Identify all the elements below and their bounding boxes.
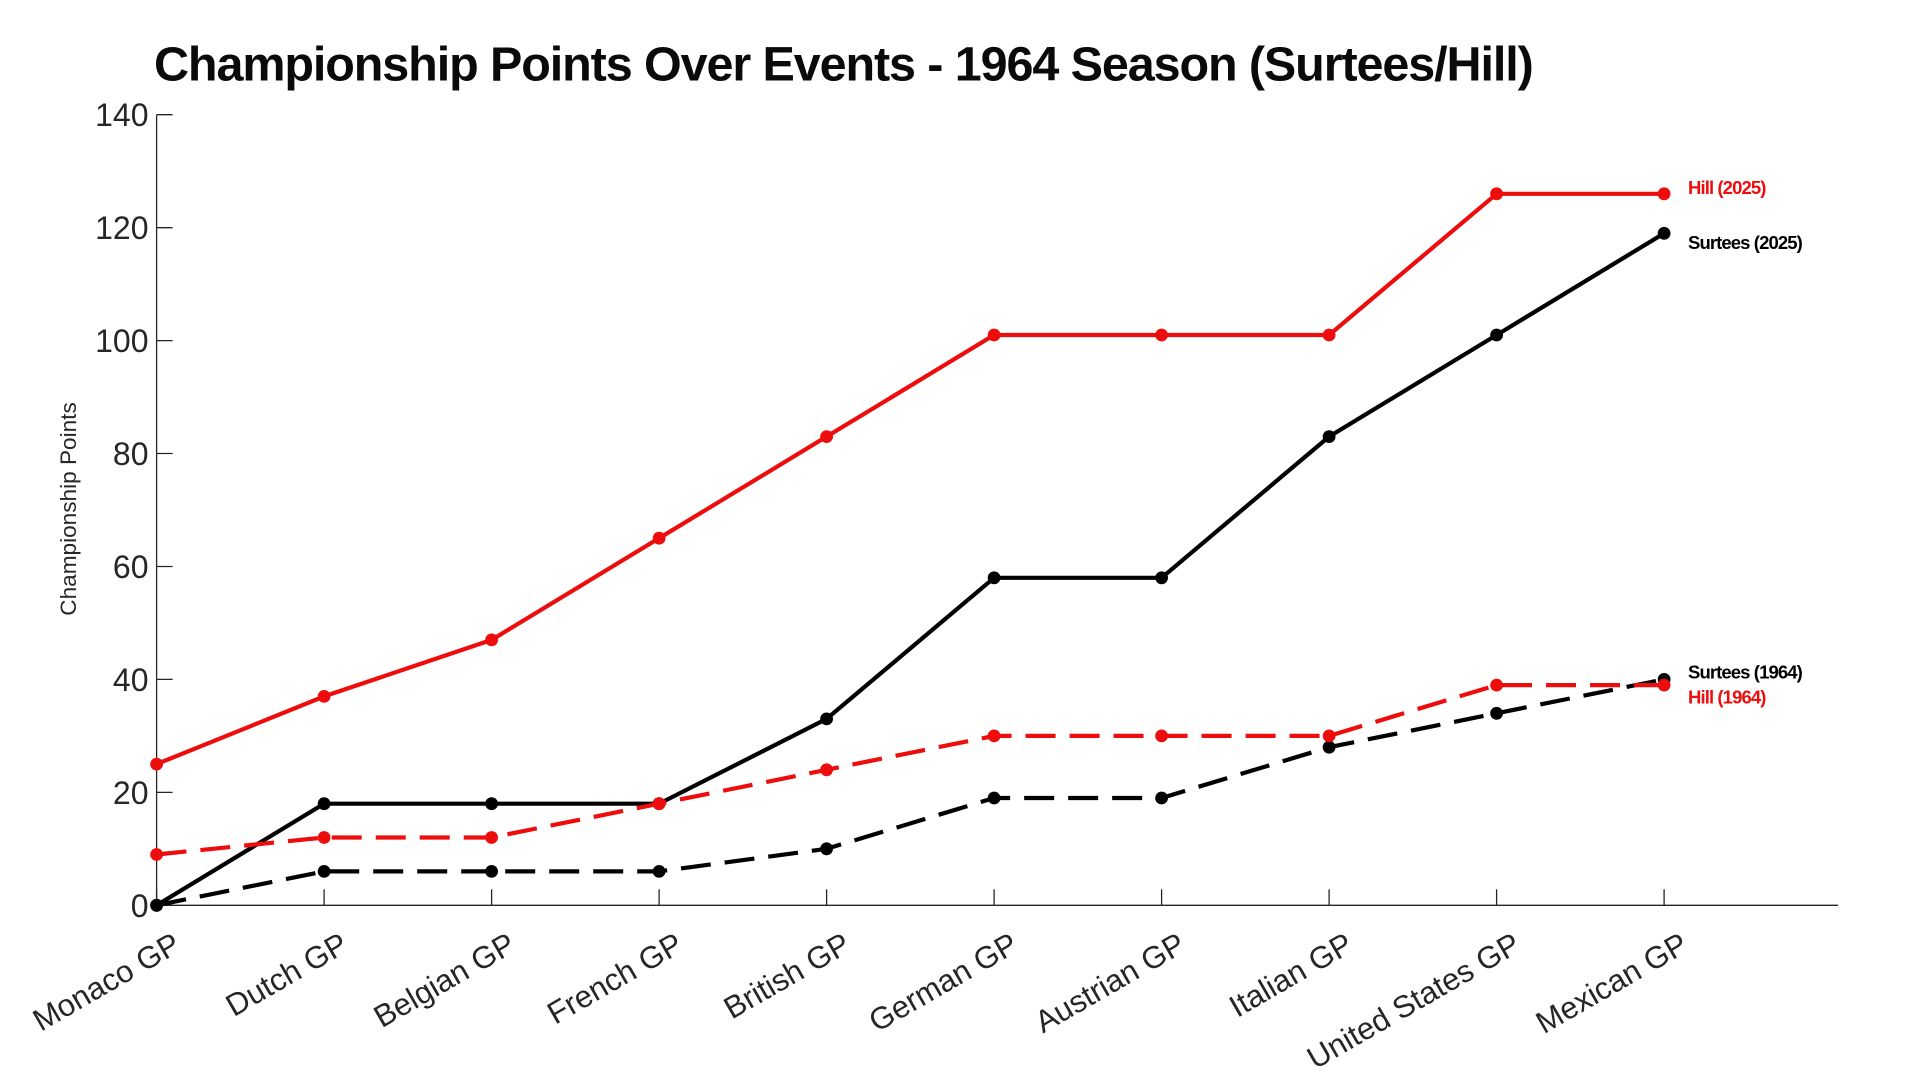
svg-text:Hill (2025): Hill (2025) — [1688, 177, 1766, 198]
svg-text:Championship Points: Championship Points — [56, 402, 81, 616]
svg-text:140: 140 — [95, 97, 148, 133]
svg-text:60: 60 — [113, 549, 149, 585]
svg-text:0: 0 — [131, 888, 149, 924]
svg-text:Championship Points Over Event: Championship Points Over Events - 1964 S… — [154, 38, 1533, 92]
svg-text:Surtees (1964): Surtees (1964) — [1688, 662, 1803, 683]
svg-text:20: 20 — [113, 775, 149, 811]
svg-text:40: 40 — [113, 662, 149, 698]
svg-text:Hill (1964): Hill (1964) — [1688, 687, 1766, 708]
svg-text:100: 100 — [95, 323, 148, 359]
svg-text:80: 80 — [113, 436, 149, 472]
svg-text:120: 120 — [95, 210, 148, 246]
svg-text:Surtees (2025): Surtees (2025) — [1688, 232, 1803, 253]
